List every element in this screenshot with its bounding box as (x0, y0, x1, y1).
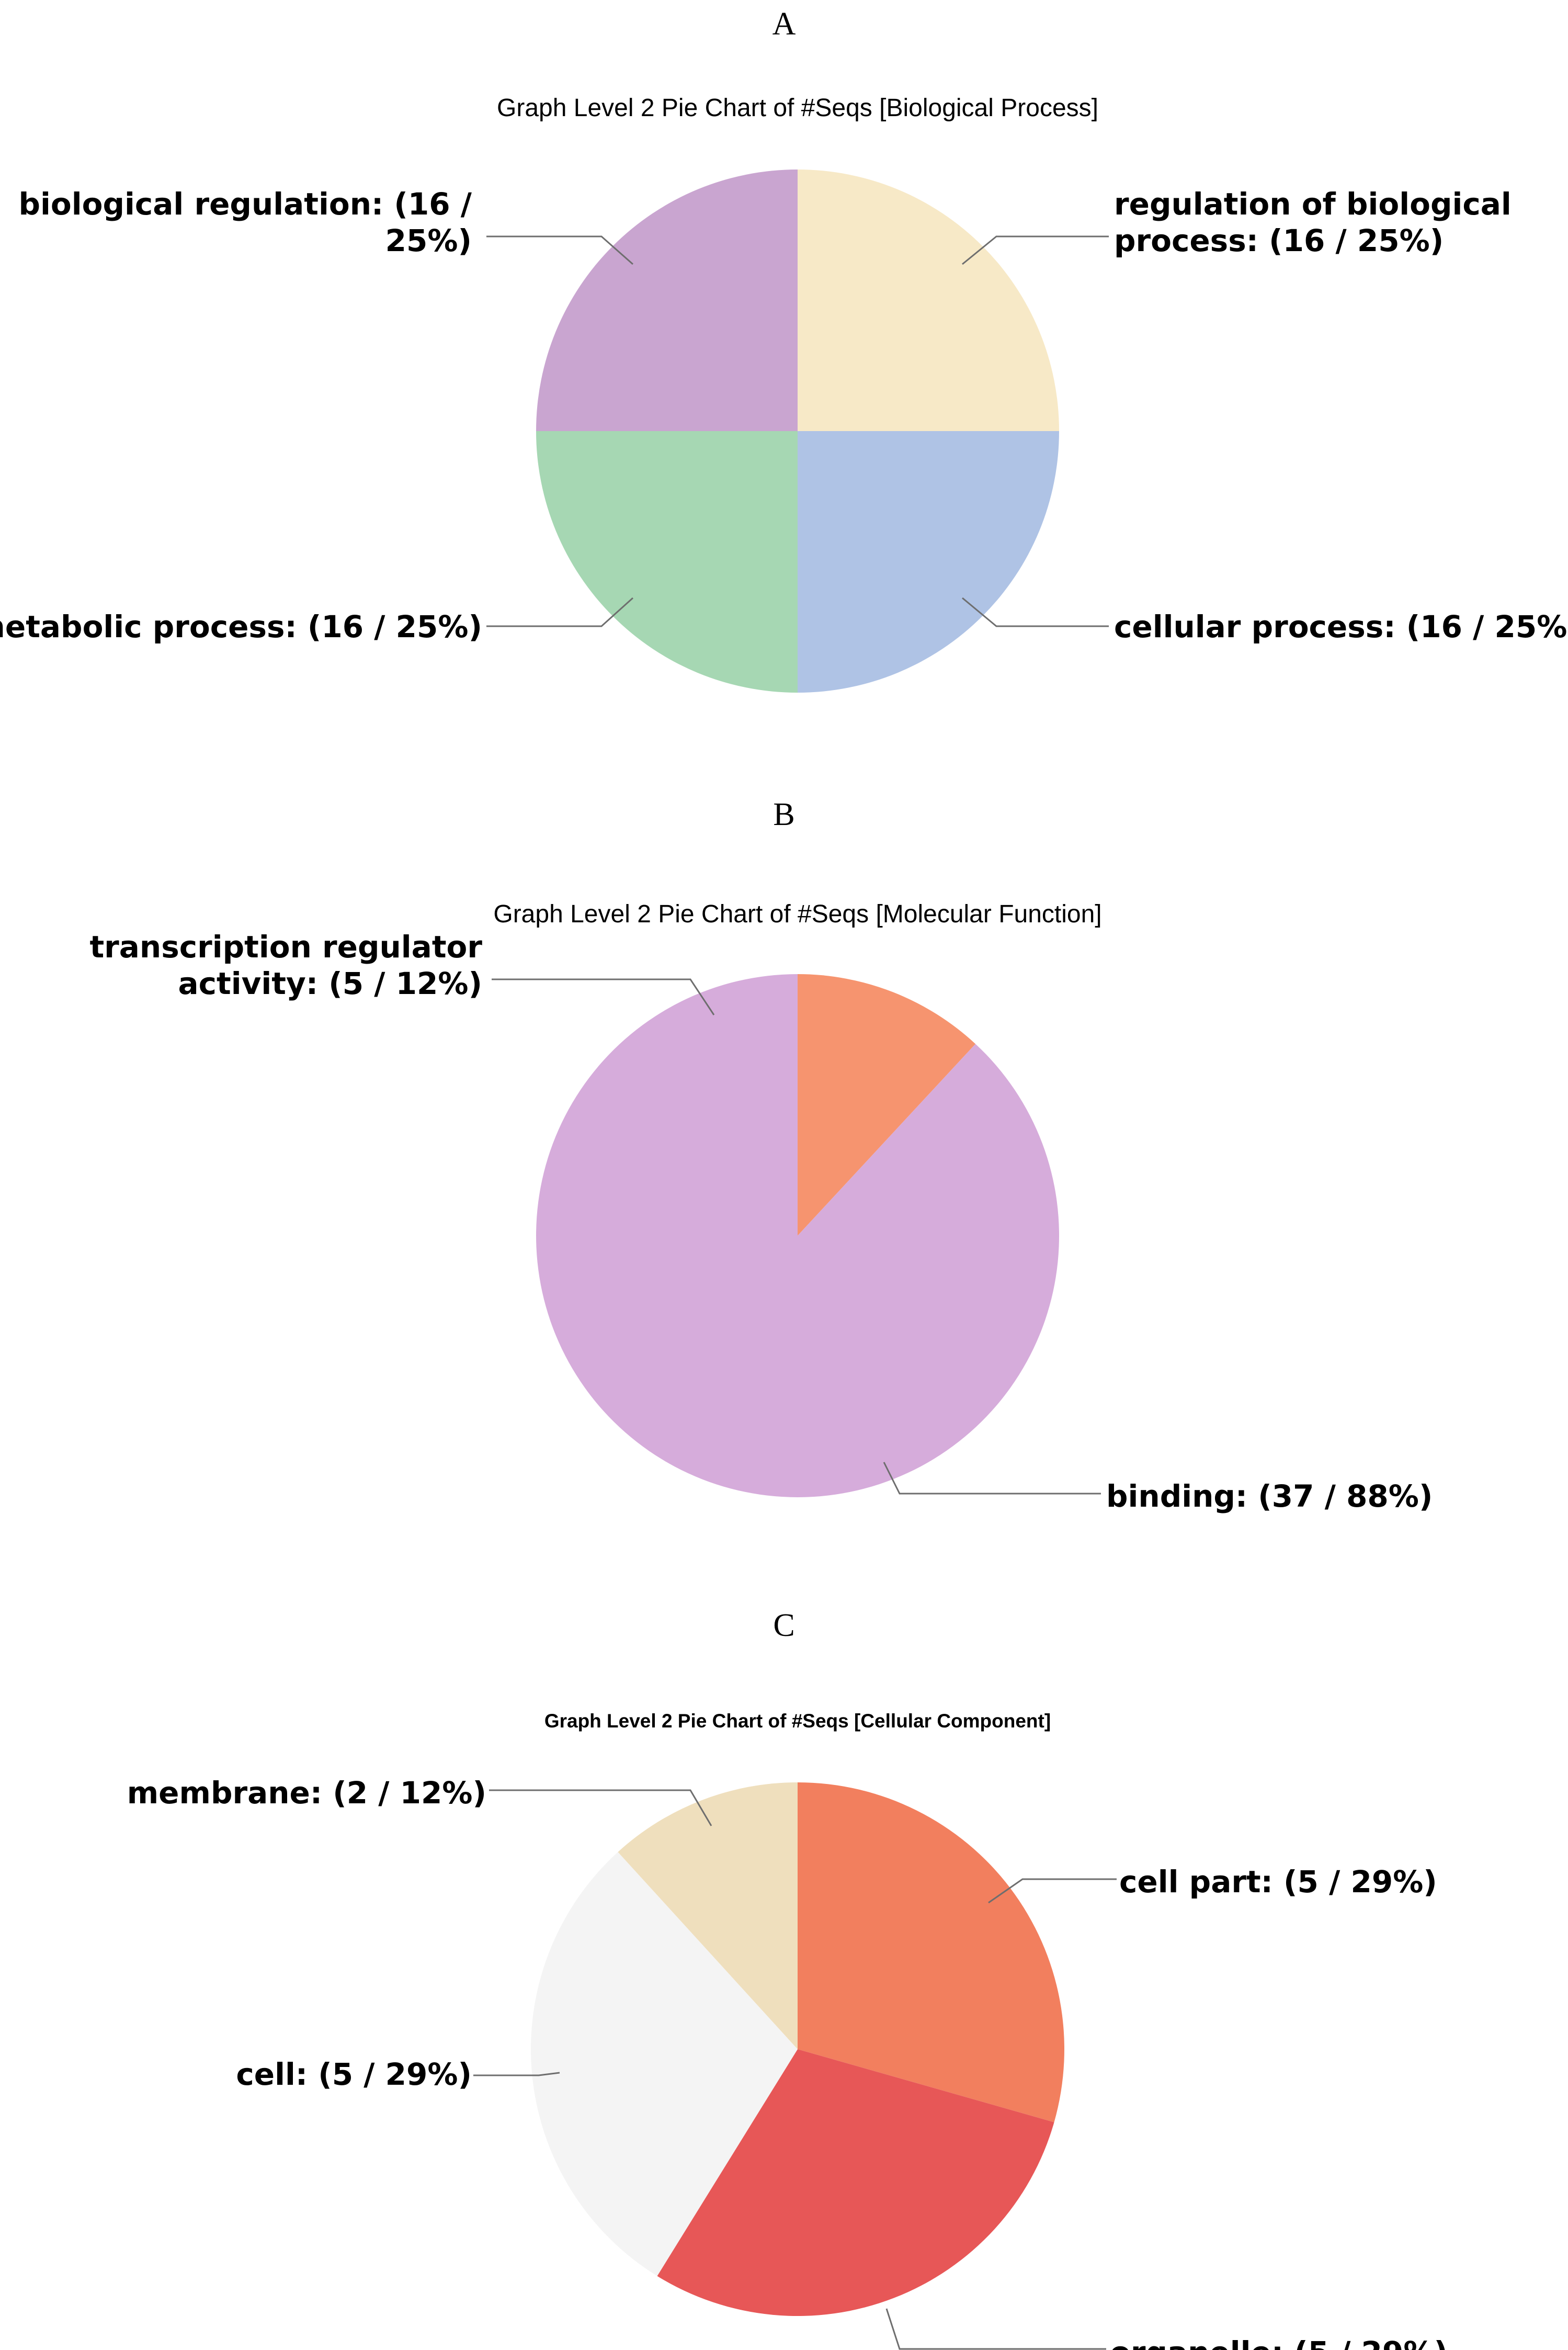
panel-letter-a: A (772, 6, 796, 42)
slice-label-line: transcription regulator (89, 929, 482, 965)
pie-slice-transcription-regulator-activity (798, 974, 976, 1236)
slice-label-cellular-process: cellular process: (16 / 25%) (1114, 609, 1568, 645)
pie-slice-regulation-of-biological-process (798, 170, 1059, 431)
slice-label-membrane: membrane: (2 / 12%) (127, 1775, 486, 1811)
slice-label-line: organelle: (5 / 29%) (1110, 2335, 1448, 2350)
pie-slice-cell-part (798, 1782, 1064, 2122)
panel-a: A Graph Level 2 Pie Chart of #Seqs [Biol… (0, 6, 1568, 693)
chart-title-c: Graph Level 2 Pie Chart of #Seqs [Cellul… (544, 1710, 1051, 1732)
slice-label-biological-regulation: biological regulation: (16 /25%) (19, 186, 472, 258)
leader-line-metabolic-process (486, 597, 634, 627)
leader-line-binding (883, 1462, 1101, 1495)
pie-slice-cellular-process (798, 431, 1059, 693)
leader-line-transcription-regulator-activity (492, 978, 715, 1015)
leader-line-organelle (885, 2308, 1106, 2350)
leader-line-biological-regulation (486, 235, 633, 265)
leader-line-cell-part (988, 1878, 1117, 1904)
slice-label-line: process: (16 / 25%) (1114, 223, 1444, 258)
pie-slice-cell (531, 1852, 798, 2276)
slice-label-line: binding: (37 / 88%) (1106, 1478, 1433, 1514)
slice-label-line: cell: (5 / 29%) (236, 2057, 472, 2092)
leader-line-membrane (489, 1789, 712, 1826)
slice-label-binding: binding: (37 / 88%) (1106, 1478, 1433, 1514)
chart-title-a: Graph Level 2 Pie Chart of #Seqs [Biolog… (497, 94, 1098, 122)
pie-slice-organelle (657, 2049, 1054, 2316)
slice-label-line: 25%) (385, 223, 472, 258)
pie-slice-biological-regulation (536, 170, 798, 431)
slice-label-line: cell part: (5 / 29%) (1119, 1864, 1437, 1900)
slice-label-metabolic-process: metabolic process: (16 / 25%) (0, 609, 482, 645)
panel-letter-c: C (773, 1608, 794, 1643)
slice-label-line: cellular process: (16 / 25%) (1114, 609, 1568, 645)
slice-label-line: membrane: (2 / 12%) (127, 1775, 486, 1811)
slice-label-line: biological regulation: (16 / (19, 186, 472, 222)
pie-slice-binding (536, 974, 1060, 1498)
slice-label-transcription-regulator-activity: transcription regulator activity: (5 / 12… (89, 929, 482, 1001)
slice-label-line: regulation of biological (1114, 186, 1512, 222)
slice-label-cell-part: cell part: (5 / 29%) (1119, 1864, 1437, 1900)
leader-line-cellular-process (962, 597, 1109, 627)
pie-slice-metabolic-process (536, 431, 798, 693)
panel-letter-b: B (773, 797, 794, 832)
slice-label-cell: cell: (5 / 29%) (236, 2057, 472, 2092)
slice-label-organelle: organelle: (5 / 29%) (1110, 2335, 1448, 2350)
leader-line-cell (473, 2072, 560, 2076)
panel-c: C Graph Level 2 Pie Chart of #Seqs [Cell… (127, 1608, 1448, 2350)
chart-title-b: Graph Level 2 Pie Chart of #Seqs [Molecu… (493, 900, 1101, 928)
pie-slice-membrane (618, 1782, 798, 2049)
slice-label-line: metabolic process: (16 / 25%) (0, 609, 482, 645)
pie-c (531, 1782, 1064, 2316)
slice-label-regulation-of-biological-process: regulation of biological process: (16 / 2… (1114, 186, 1512, 258)
panel-b: B Graph Level 2 Pie Chart of #Seqs [Mole… (89, 797, 1433, 1514)
pie-b (536, 974, 1060, 1498)
pie-a (536, 170, 1059, 693)
leader-line-regulation-of-biological-process (962, 235, 1109, 265)
slice-label-line: activity: (5 / 12%) (178, 966, 482, 1001)
